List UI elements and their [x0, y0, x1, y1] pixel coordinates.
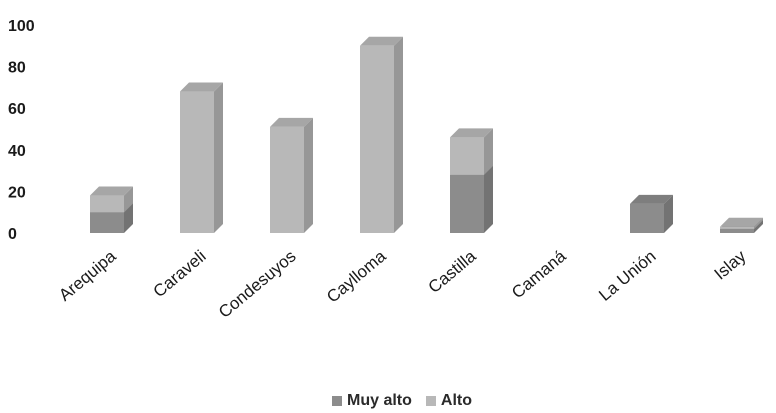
x-tick-label: Arequipa: [55, 246, 120, 305]
x-tick-label: Camaná: [508, 246, 570, 302]
bar-side: [124, 186, 133, 213]
x-tick-label: Castilla: [425, 246, 480, 297]
y-tick-label: 40: [8, 143, 26, 160]
x-tick-label: Islay: [711, 246, 750, 283]
bar-front: [270, 126, 304, 233]
x-axis: Arequipa Caraveli Condesuyos Caylloma Castil…: [55, 246, 750, 322]
bar-alto-condesuyos: [270, 117, 313, 233]
legend-label-alto: Alto: [440, 392, 472, 409]
bar-front: [450, 174, 484, 233]
bar-top: [360, 36, 403, 46]
y-tick-label: 60: [8, 101, 26, 118]
legend-item-muy-alto: Muy alto: [332, 392, 412, 410]
x-tick-label: Condesuyos: [215, 247, 300, 322]
bar-muy-alto-la-union: [630, 194, 673, 233]
bar-top: [450, 128, 493, 138]
y-tick-label: 100: [8, 18, 35, 35]
bar-side: [484, 165, 493, 233]
bar-side: [124, 203, 133, 233]
x-tick-label: Caraveli: [150, 247, 210, 302]
bar-top: [180, 82, 223, 92]
y-tick-label: 0: [8, 226, 17, 243]
bar-front: [720, 226, 754, 229]
x-tick-label: Caylloma: [323, 246, 390, 306]
legend-swatch-alto: [425, 396, 436, 406]
bar-front: [360, 45, 394, 233]
bar-front: [90, 212, 124, 233]
bar-top: [720, 217, 763, 227]
bar-side: [394, 36, 403, 233]
x-tick-label: La Unión: [595, 247, 659, 305]
bar-alto-islay: [720, 217, 763, 229]
legend-label-muy-alto: Muy alto: [347, 392, 412, 409]
bar-side: [664, 194, 673, 233]
bar-front: [450, 137, 484, 175]
bar-front: [90, 195, 124, 213]
bars: [90, 36, 763, 233]
bar-front: [720, 228, 754, 233]
y-axis: 0 20 40 60 80 100: [8, 18, 35, 243]
bar-side: [484, 128, 493, 175]
bar-side: [754, 219, 763, 233]
bar-top: [630, 194, 673, 204]
bar-side: [214, 82, 223, 233]
bar-alto-caraveli: [180, 82, 223, 233]
y-tick-label: 80: [8, 60, 26, 77]
bar-alto-caylloma: [360, 36, 403, 233]
bar-side: [754, 217, 763, 229]
bar-top: [270, 117, 313, 127]
legend-item-alto: Alto: [425, 392, 472, 410]
bar-front: [630, 203, 664, 233]
bar-front: [180, 91, 214, 233]
bar-top: [90, 186, 133, 196]
y-tick-label: 20: [8, 184, 26, 201]
legend-swatch-muy-alto: [332, 396, 342, 406]
legend: Muy alto Alto: [332, 391, 472, 411]
bar-alto-castilla: [450, 128, 493, 175]
bar-muy-alto-castilla: [450, 165, 493, 233]
bar-alto-arequipa: [90, 186, 133, 213]
bar-side: [304, 117, 313, 233]
